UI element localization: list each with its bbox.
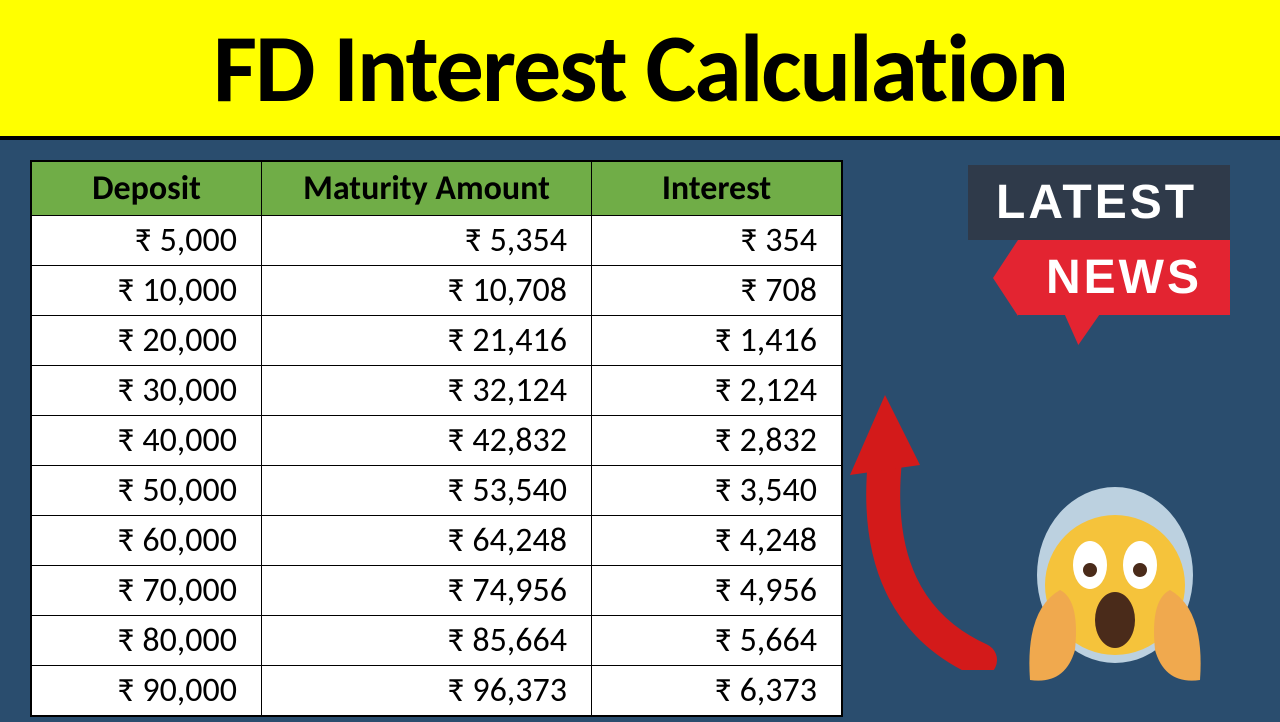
table-cell: ₹ 74,956 [262, 566, 592, 616]
content-area: Deposit Maturity Amount Interest ₹ 5,000… [0, 140, 1280, 720]
table-cell: ₹ 53,540 [262, 466, 592, 516]
table-row: ₹ 40,000₹ 42,832₹ 2,832 [32, 416, 842, 466]
table-cell: ₹ 4,956 [592, 566, 842, 616]
scream-emoji-icon [1010, 480, 1220, 690]
curved-arrow-icon [840, 390, 1000, 670]
table-cell: ₹ 85,664 [262, 616, 592, 666]
table-cell: ₹ 50,000 [32, 466, 262, 516]
fd-table-container: Deposit Maturity Amount Interest ₹ 5,000… [30, 160, 843, 717]
table-cell: ₹ 42,832 [262, 416, 592, 466]
badge-news: NEWS [1018, 240, 1230, 315]
col-maturity: Maturity Amount [262, 162, 592, 216]
table-cell: ₹ 40,000 [32, 416, 262, 466]
table-row: ₹ 60,000₹ 64,248₹ 4,248 [32, 516, 842, 566]
title-bar: FD Interest Calculation [0, 0, 1280, 140]
table-cell: ₹ 96,373 [262, 666, 592, 716]
table-cell: ₹ 20,000 [32, 316, 262, 366]
table-cell: ₹ 2,124 [592, 366, 842, 416]
table-row: ₹ 50,000₹ 53,540₹ 3,540 [32, 466, 842, 516]
table-row: ₹ 20,000₹ 21,416₹ 1,416 [32, 316, 842, 366]
table-cell: ₹ 6,373 [592, 666, 842, 716]
table-cell: ₹ 2,832 [592, 416, 842, 466]
table-cell: ₹ 4,248 [592, 516, 842, 566]
table-cell: ₹ 354 [592, 216, 842, 266]
table-cell: ₹ 5,000 [32, 216, 262, 266]
table-cell: ₹ 10,000 [32, 266, 262, 316]
table-row: ₹ 70,000₹ 74,956₹ 4,956 [32, 566, 842, 616]
table-row: ₹ 30,000₹ 32,124₹ 2,124 [32, 366, 842, 416]
latest-news-badge: LATEST NEWS [968, 165, 1230, 315]
table-cell: ₹ 708 [592, 266, 842, 316]
table-cell: ₹ 70,000 [32, 566, 262, 616]
badge-latest: LATEST [968, 165, 1230, 240]
table-cell: ₹ 60,000 [32, 516, 262, 566]
table-cell: ₹ 5,354 [262, 216, 592, 266]
table-cell: ₹ 1,416 [592, 316, 842, 366]
table-cell: ₹ 10,708 [262, 266, 592, 316]
fd-table: Deposit Maturity Amount Interest ₹ 5,000… [31, 161, 842, 716]
table-cell: ₹ 21,416 [262, 316, 592, 366]
page-title: FD Interest Calculation [213, 10, 1067, 127]
table-cell: ₹ 32,124 [262, 366, 592, 416]
table-cell: ₹ 30,000 [32, 366, 262, 416]
table-row: ₹ 10,000₹ 10,708₹ 708 [32, 266, 842, 316]
table-cell: ₹ 64,248 [262, 516, 592, 566]
table-header-row: Deposit Maturity Amount Interest [32, 162, 842, 216]
col-deposit: Deposit [32, 162, 262, 216]
table-row: ₹ 5,000₹ 5,354₹ 354 [32, 216, 842, 266]
table-row: ₹ 90,000₹ 96,373₹ 6,373 [32, 666, 842, 716]
table-row: ₹ 80,000₹ 85,664₹ 5,664 [32, 616, 842, 666]
table-cell: ₹ 5,664 [592, 616, 842, 666]
table-cell: ₹ 90,000 [32, 666, 262, 716]
table-cell: ₹ 3,540 [592, 466, 842, 516]
col-interest: Interest [592, 162, 842, 216]
table-cell: ₹ 80,000 [32, 616, 262, 666]
